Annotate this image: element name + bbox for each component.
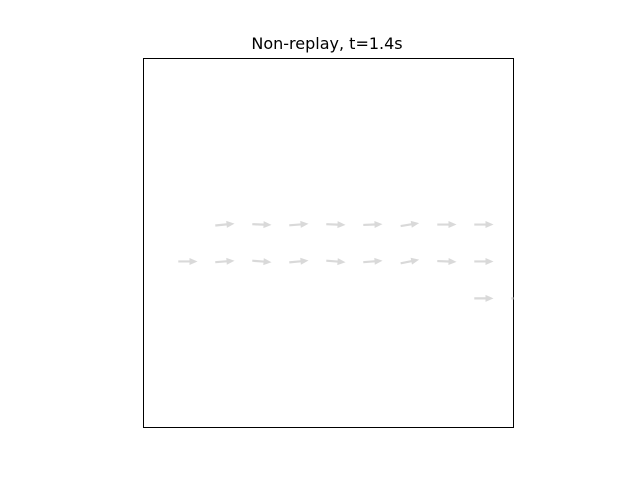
quiver-arrow bbox=[252, 258, 272, 266]
quiver-arrow bbox=[363, 257, 383, 265]
quiver-arrow bbox=[178, 257, 198, 265]
quiver-arrow bbox=[474, 221, 494, 229]
quiver-arrow bbox=[511, 297, 514, 300]
quiver-arrow bbox=[326, 258, 346, 266]
quiver-arrow bbox=[437, 258, 457, 266]
quiver-arrow bbox=[215, 257, 235, 265]
quiver-arrow bbox=[289, 257, 309, 265]
quiver-arrow bbox=[289, 220, 309, 228]
quiver-arrow bbox=[400, 220, 420, 228]
quiver-arrow bbox=[474, 294, 494, 302]
arrow-layer bbox=[178, 220, 514, 302]
quiver-arrow bbox=[252, 221, 272, 229]
plot-area-frame bbox=[143, 58, 514, 428]
quiver-arrow bbox=[474, 257, 494, 265]
quiver-arrow bbox=[326, 221, 346, 229]
quiver-arrow bbox=[437, 221, 457, 229]
quiver-arrow bbox=[215, 220, 235, 228]
chart-title: Non-replay, t=1.4s bbox=[251, 34, 402, 53]
quiver-arrow bbox=[400, 257, 420, 265]
quiver-arrow bbox=[363, 220, 383, 228]
